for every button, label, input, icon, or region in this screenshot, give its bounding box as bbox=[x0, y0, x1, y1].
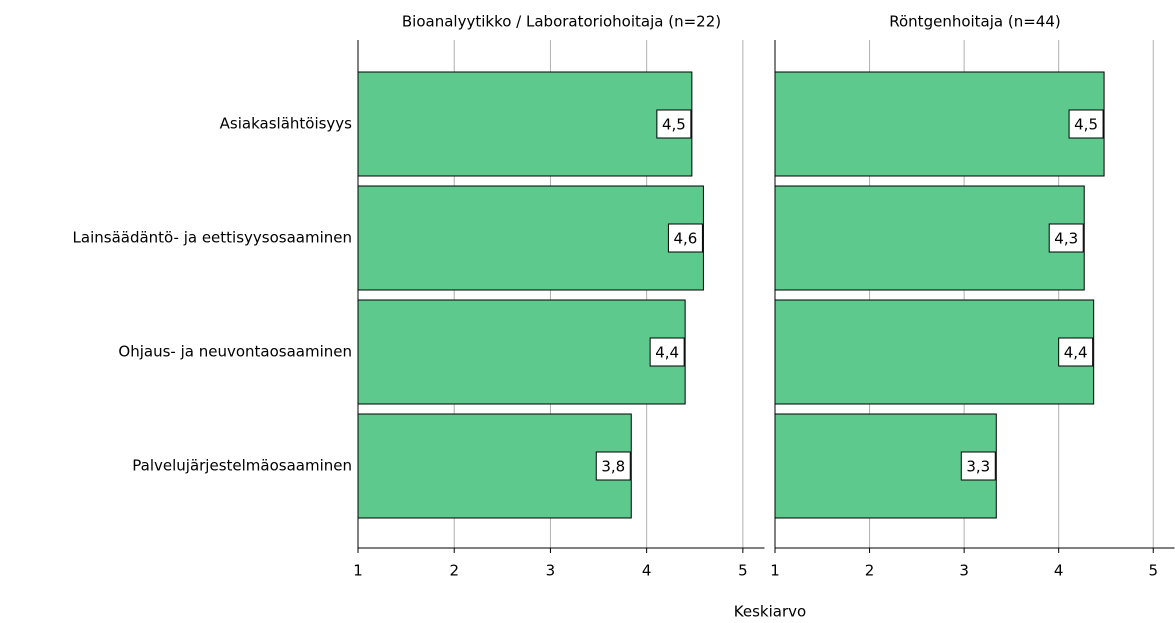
panel-title: Bioanalyytikko / Laboratoriohoitaja (n=2… bbox=[402, 13, 721, 31]
bar bbox=[357, 413, 632, 519]
category-label: Palvelujärjestelmäosaaminen bbox=[132, 457, 352, 475]
value-label: 4,6 bbox=[673, 230, 697, 248]
value-label-box bbox=[1068, 109, 1104, 139]
value-label: 3,3 bbox=[966, 458, 990, 476]
value-label: 4,4 bbox=[655, 344, 679, 362]
bar bbox=[357, 185, 704, 291]
value-label: 4,5 bbox=[1074, 116, 1098, 134]
value-label-box bbox=[960, 451, 996, 481]
category-label: Ohjaus- ja neuvontaosaaminen bbox=[118, 343, 352, 361]
value-label: 4,5 bbox=[662, 116, 686, 134]
x-tick-label: 5 bbox=[738, 562, 748, 580]
x-tick-label: 2 bbox=[449, 562, 459, 580]
x-tick-label: 4 bbox=[642, 562, 652, 580]
x-tick-label: 1 bbox=[770, 562, 780, 580]
value-label-box bbox=[595, 451, 631, 481]
bar bbox=[774, 413, 997, 519]
value-label-box bbox=[649, 337, 685, 367]
x-tick-label: 3 bbox=[546, 562, 556, 580]
panel-title: Röntgenhoitaja (n=44) bbox=[889, 13, 1061, 31]
category-label: Lainsäädäntö- ja eettisyysosaaminen bbox=[73, 229, 352, 247]
value-label-box bbox=[656, 109, 692, 139]
x-tick-label: 4 bbox=[1054, 562, 1064, 580]
x-axis-label: Keskiarvo bbox=[734, 603, 806, 621]
value-label: 3,8 bbox=[601, 458, 625, 476]
category-label: Asiakaslähtöisyys bbox=[220, 115, 353, 133]
x-tick-label: 3 bbox=[959, 562, 969, 580]
value-label-box bbox=[1048, 223, 1084, 253]
value-label: 4,4 bbox=[1064, 344, 1088, 362]
value-label-box bbox=[667, 223, 703, 253]
value-label: 4,3 bbox=[1054, 230, 1078, 248]
bar bbox=[774, 185, 1085, 291]
x-tick-label: 2 bbox=[865, 562, 875, 580]
bar bbox=[357, 71, 693, 177]
value-label-box bbox=[1058, 337, 1094, 367]
x-tick-label: 1 bbox=[353, 562, 363, 580]
bar bbox=[357, 299, 686, 405]
x-tick-label: 5 bbox=[1148, 562, 1158, 580]
bar bbox=[774, 71, 1105, 177]
bar bbox=[774, 299, 1095, 405]
